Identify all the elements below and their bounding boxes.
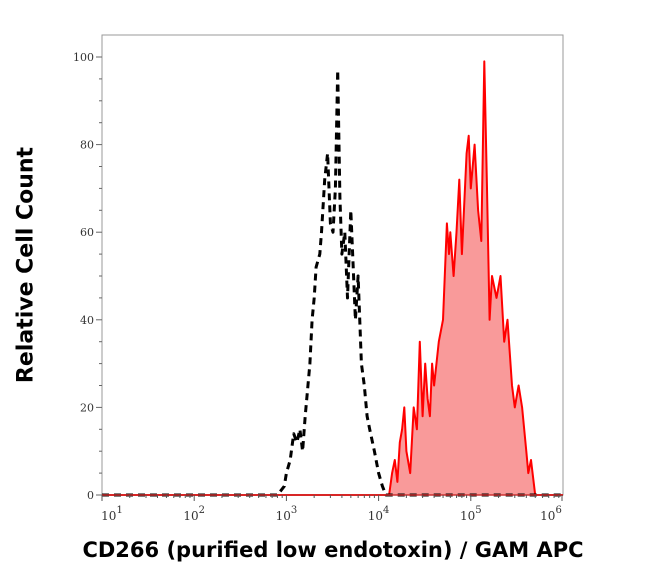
x-tick-base: 10 <box>540 509 555 523</box>
x-tick-exponent: 4 <box>383 505 389 516</box>
x-tick-base: 10 <box>460 509 475 523</box>
x-tick-label: 105 <box>460 505 482 523</box>
x-tick-exponent: 5 <box>475 505 481 516</box>
x-tick-base: 10 <box>101 509 116 523</box>
x-tick-label: 106 <box>540 505 562 523</box>
x-tick-label: 102 <box>183 505 205 523</box>
x-axis-label: CD266 (purified low endotoxin) / GAM APC <box>82 538 584 562</box>
x-tick-label: 104 <box>368 505 390 523</box>
series-fill-1 <box>102 61 563 496</box>
y-tick-label: 40 <box>80 314 94 327</box>
x-tick-label: 103 <box>276 505 298 523</box>
y-tick-label: 20 <box>80 401 94 414</box>
series-line-1 <box>102 60 563 496</box>
x-tick-base: 10 <box>183 509 198 523</box>
x-tick-exponent: 6 <box>555 505 561 516</box>
x-tick-base: 10 <box>368 509 383 523</box>
y-tick-label: 60 <box>80 226 94 239</box>
series-layer <box>102 60 563 497</box>
y-tick-label: 100 <box>73 51 94 64</box>
y-axis-label: Relative Cell Count <box>13 146 39 384</box>
y-tick-label: 0 <box>87 489 94 502</box>
x-tick-exponent: 1 <box>116 505 122 516</box>
x-tick-base: 10 <box>276 509 291 523</box>
series-line-0 <box>102 68 563 497</box>
y-tick-label: 80 <box>80 139 94 152</box>
x-tick-exponent: 2 <box>199 505 205 516</box>
x-tick-label: 101 <box>101 505 123 523</box>
x-tick-exponent: 3 <box>291 505 297 516</box>
